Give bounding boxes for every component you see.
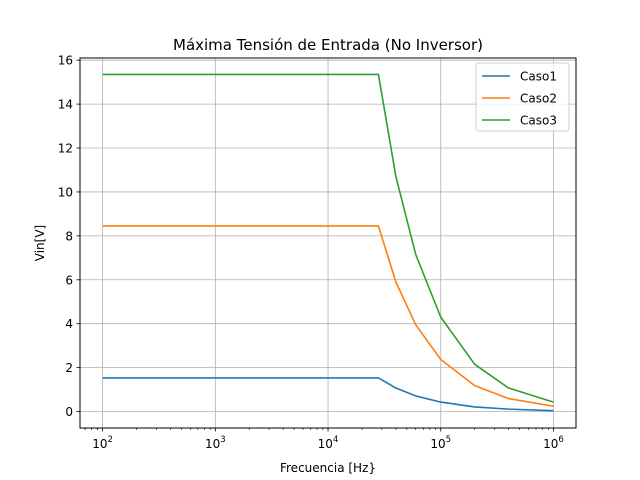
y-tick-label: 2 [65,361,73,375]
x-tick-exponent: 3 [220,435,225,445]
legend-label: Caso1 [520,70,557,84]
y-tick-label: 0 [65,405,73,419]
series-lines [102,73,554,412]
series-line-caso3 [102,73,554,403]
grid [80,58,576,428]
legend-label: Caso3 [520,114,557,128]
y-tick-label: 10 [58,185,73,199]
x-tick-exponent: 6 [558,435,563,445]
x-tick-label: 102 [92,435,113,451]
series-line-caso2 [102,225,554,408]
y-axis-label: Vin[V] [33,225,47,261]
legend-label: Caso2 [520,92,557,106]
x-axis-label: Frecuencia [Hz} [280,461,376,475]
x-tick-exponent: 2 [108,435,113,445]
legend-box [475,62,570,132]
x-tick-exponent: 4 [333,435,338,445]
chart-title: Máxima Tensión de Entrada (No Inversor) [173,36,483,54]
x-tick-label: 103 [205,435,226,451]
x-tick-label: 106 [543,435,564,451]
x-tick-base: 10 [430,437,445,451]
y-tick-label: 4 [65,317,73,331]
x-tick-label: 105 [430,435,451,451]
x-tick-base: 10 [543,437,558,451]
series-line-caso1 [102,377,554,412]
y-tick-label: 16 [58,54,73,68]
y-tick-label: 12 [58,142,73,156]
x-tick-exponent: 5 [446,435,451,445]
x-tick-base: 10 [205,437,220,451]
x-tick-label: 104 [318,435,339,451]
y-tick-label: 14 [58,98,73,112]
y-tick-label: 8 [65,229,73,243]
y-tick-label: 6 [65,273,73,287]
legend: Caso1 Caso2 Caso3 [475,62,570,132]
x-tick-base: 10 [318,437,333,451]
x-tick-base: 10 [92,437,107,451]
